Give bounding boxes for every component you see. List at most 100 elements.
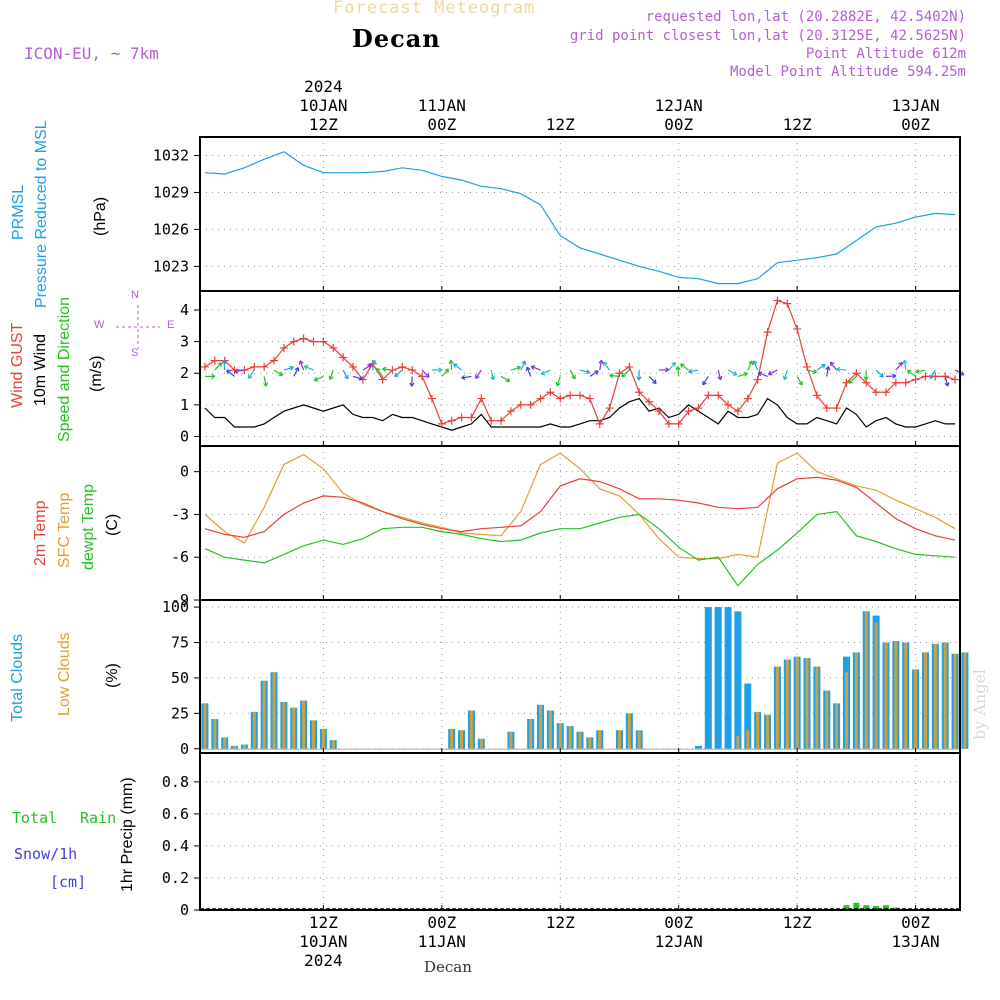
low-cloud-bar [795,656,799,749]
wind-arrow [376,367,384,377]
bottom-time-label: 12JAN [654,932,703,951]
wind-arrow [214,362,223,371]
wind-arrow [362,364,372,371]
gust-line [204,299,956,426]
low-cloud-bar [302,700,306,749]
bottom-time-label: 2024 [304,951,343,970]
y-tick-label: 1032 [153,146,189,164]
wind-arrow [248,369,255,379]
wind-arrow-head [929,374,934,380]
y-tick-label: 2 [180,364,189,382]
rain-bar [882,905,889,910]
precip-axis-label: 1hr Precip (mm) [119,777,136,892]
wind-arrow-head [863,376,869,381]
wind-arrow-head [525,366,531,372]
low-cloud-bar [746,730,750,749]
bottom-time-label: 00Z [664,913,694,932]
gust-marker [279,343,288,352]
wind-arrow [263,376,267,387]
pressure-label-2: Pressure Reduced to MSL [33,120,50,308]
low-cloud-bar [479,738,483,749]
wind-arrow-head [652,379,657,385]
y-tick-label: 100 [162,598,189,616]
wind-arrow [273,369,283,376]
gust-marker [654,407,663,416]
wind-arrow [293,367,299,377]
wind-arrow-head [767,370,773,376]
bottom-time-label: 12Z [545,913,575,932]
y-tick-label: 1029 [153,183,189,201]
gust-marker [773,296,782,305]
low-cloud-bar [864,611,868,749]
wind-arrow [753,360,759,371]
wind-arrow [768,369,778,376]
gust-marker [319,337,328,346]
wind-arrow-head [376,367,381,373]
low-cloud-bar [568,726,572,749]
y-tick-label: -6 [171,548,189,566]
wind-arrow [352,375,363,380]
low-cloud-bar [953,653,957,749]
gust-marker [585,394,594,403]
y-tick-label: 0 [180,740,189,758]
y-tick-label: 0 [180,428,189,446]
wind-arrow-head [313,376,319,382]
wind-arrow-head [879,373,884,378]
wind-arrow-head [798,381,803,386]
wind-arrow [747,360,753,371]
wind-arrow [526,366,532,377]
wind-arrow-head [555,381,561,387]
compass-w: W [94,319,105,331]
gust-marker [635,388,644,397]
panel-frame [199,136,961,292]
wind-arrow-head [444,368,450,374]
wind-arrow-head [367,364,372,369]
wind-arrow-head [665,367,670,373]
wind-arrow [757,372,768,377]
low-cloud-bar [785,659,789,749]
gust-marker [664,419,673,428]
low-cloud-bar [736,736,740,749]
bottom-time-label: 12Z [782,913,812,932]
gust-marker [724,400,733,409]
wind-arrow-head [892,373,897,379]
y-tick-label: 50 [171,669,189,687]
y-tick-label: 0 [180,463,189,481]
wind-arrow [717,369,722,380]
wind-arrow [372,360,376,371]
low-cloud-bar [815,666,819,749]
wind-arrow [569,369,576,380]
low-cloud-bar [627,713,631,749]
low-cloud-bar [775,666,779,749]
wind-arrow-head [621,372,626,378]
wind-arrow-head [530,365,536,370]
total-rain-label-total: Total [12,809,58,827]
low-cloud-bar [213,719,217,749]
wind-arrow-head [752,360,758,365]
low-cloud-bar [233,745,237,749]
wind-arrow [382,368,393,371]
wind-arrow-head [371,359,377,365]
total-rain-label-rain: Rain [80,809,117,827]
low-cloud-bar [825,690,829,749]
rain-bar [892,907,899,910]
wind-arrow [394,369,403,377]
wind-arrow-head [217,362,223,367]
wind-arrow-head [247,374,253,379]
panel-frame [199,752,961,911]
wind10m-label: 10m Wind [32,333,49,406]
top-time-label: 11JAN [417,96,466,115]
wind-arrow-head [902,359,908,365]
gust-marker [329,343,338,352]
wind-arrow [500,375,510,382]
gust-marker [793,324,802,333]
gust-marker [595,419,604,428]
model-label: ICON-EU, ~ 7km [24,44,159,63]
bottom-time-label: 12Z [308,913,338,932]
wind-arrow-head [540,370,546,376]
wind-arrow [668,362,676,371]
wind-arrow [903,360,907,371]
wind-arrow [816,363,826,371]
wind-arrow [599,360,603,371]
top-time-label: 00Z [901,115,931,134]
